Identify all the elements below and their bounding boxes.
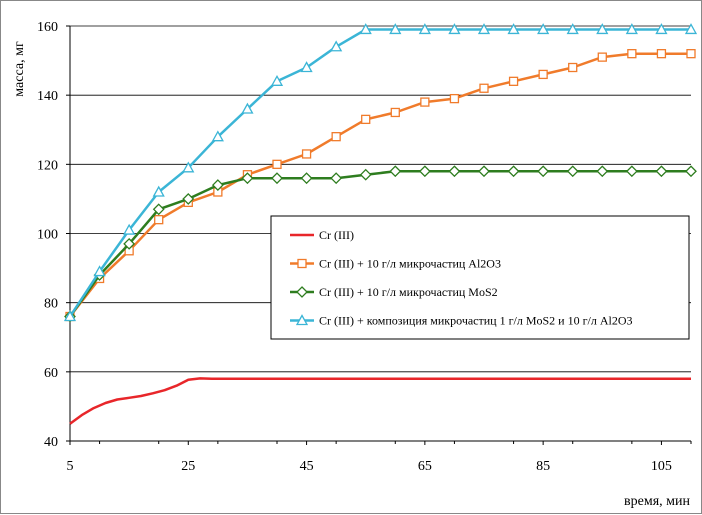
data-point-2-12 — [418, 165, 431, 178]
x-axis-label: время, мин — [624, 494, 690, 509]
data-point-2-18 — [596, 165, 609, 178]
data-point-2-8 — [300, 172, 313, 185]
data-point-3-15 — [507, 23, 520, 35]
legend: Cr (III) Cr (III) + 10 г/л микрочастиц Al… — [270, 215, 690, 340]
axes — [66, 25, 692, 445]
legend-entry-2: Cr (III) + 10 г/л микрочастиц MoS2 — [290, 285, 498, 299]
legend-label-3: Cr (III) + композиция микрочастиц 1 г/л … — [319, 314, 633, 328]
series-0 — [69, 377, 691, 425]
data-point-3-12 — [418, 23, 431, 35]
y-tick-label-3: 100 — [37, 228, 58, 243]
legend-marker-3 — [295, 314, 309, 326]
x-tick-label-0: 5 — [67, 459, 74, 474]
data-point-2-6 — [241, 172, 254, 185]
x-tick-label-5: 105 — [651, 459, 672, 474]
legend-marker-1 — [297, 258, 307, 269]
data-point-3-14 — [477, 23, 491, 35]
data-point-2-10 — [359, 168, 372, 181]
series-line-0 — [69, 377, 691, 425]
data-point-2-9 — [330, 172, 343, 185]
data-point-3-8 — [300, 61, 313, 73]
data-point-2-21 — [685, 165, 697, 178]
y-tick-label-6: 160 — [37, 20, 58, 35]
x-tick-labels: 5 25 45 65 85 105 — [67, 459, 672, 474]
y-tick-label-5: 140 — [37, 89, 58, 104]
data-point-1-15 — [508, 76, 519, 86]
data-point-2-20 — [655, 165, 668, 178]
data-point-3-9 — [330, 40, 343, 52]
data-point-3-19 — [625, 23, 638, 35]
legend-label-1: Cr (III) + 10 г/л микрочастиц Al2O3 — [319, 257, 501, 271]
data-point-2-3 — [152, 203, 165, 216]
data-point-3-20 — [655, 23, 668, 35]
data-point-2-17 — [566, 165, 579, 178]
y-tick-label-4: 120 — [37, 158, 58, 173]
data-point-3-13 — [448, 23, 461, 35]
series-line-2 — [68, 170, 691, 318]
data-point-3-6 — [241, 102, 254, 114]
data-point-3-0 — [63, 310, 77, 322]
data-point-1-3 — [154, 215, 164, 225]
data-point-1-21 — [686, 49, 696, 59]
legend-entry-0: Cr (III) — [290, 228, 354, 242]
data-point-1-11 — [390, 107, 400, 118]
data-point-3-5 — [211, 130, 224, 142]
data-point-1-10 — [361, 114, 371, 125]
legend-box — [270, 215, 690, 340]
data-point-3-1 — [93, 265, 106, 277]
data-point-2-7 — [271, 172, 283, 185]
legend-entry-1: Cr (III) + 10 г/л микрочастиц Al2O3 — [290, 257, 501, 271]
data-point-2-19 — [625, 165, 638, 178]
legend-marker-2 — [296, 286, 308, 298]
data-point-3-7 — [270, 74, 284, 86]
data-point-2-16 — [537, 165, 550, 178]
data-point-1-14 — [479, 83, 489, 93]
y-tick-label-0: 40 — [44, 435, 58, 450]
x-tick-label-4: 85 — [536, 459, 550, 474]
y-tick-label-2: 80 — [44, 297, 58, 312]
data-point-1-16 — [538, 69, 548, 80]
data-point-1-20 — [656, 49, 667, 59]
series-3 — [63, 23, 698, 322]
data-point-3-2 — [123, 223, 136, 235]
data-point-1-12 — [420, 97, 430, 107]
data-point-2-15 — [507, 165, 520, 178]
data-point-1-9 — [331, 132, 341, 142]
y-tick-labels: 40 60 80 100 120 140 160 — [37, 20, 58, 450]
legend-label-0: Cr (III) — [319, 228, 354, 242]
data-point-2-5 — [211, 179, 224, 192]
data-point-3-3 — [152, 185, 165, 197]
data-point-3-11 — [389, 23, 402, 35]
data-point-3-16 — [537, 23, 550, 35]
data-point-3-18 — [596, 23, 609, 35]
y-axis-label: масса, мг — [12, 41, 27, 97]
data-point-2-4 — [182, 192, 195, 205]
data-point-2-2 — [123, 237, 136, 250]
data-point-1-7 — [272, 159, 282, 169]
data-point-1-8 — [301, 149, 312, 159]
legend-entry-3: Cr (III) + композиция микрочастиц 1 г/л … — [290, 314, 633, 328]
data-point-3-21 — [684, 23, 698, 35]
data-point-3-17 — [566, 23, 579, 35]
data-point-1-19 — [627, 49, 637, 59]
series-line-1 — [69, 52, 691, 318]
data-point-1-13 — [449, 93, 460, 104]
x-tick-label-3: 65 — [418, 459, 432, 474]
data-point-1-18 — [597, 52, 607, 62]
series-lines — [63, 23, 698, 425]
x-tick-label-1: 25 — [181, 459, 195, 474]
legend-label-2: Cr (III) + 10 г/л микрочастиц MoS2 — [319, 285, 498, 299]
x-tick-label-2: 45 — [300, 459, 314, 474]
series-line-3 — [68, 28, 691, 318]
y-tick-label-1: 60 — [44, 366, 58, 381]
data-point-2-13 — [448, 165, 461, 178]
data-point-3-4 — [182, 161, 195, 173]
data-point-2-14 — [478, 165, 490, 178]
data-point-1-17 — [568, 62, 578, 73]
data-point-2-11 — [389, 165, 402, 178]
data-point-3-10 — [359, 23, 372, 35]
